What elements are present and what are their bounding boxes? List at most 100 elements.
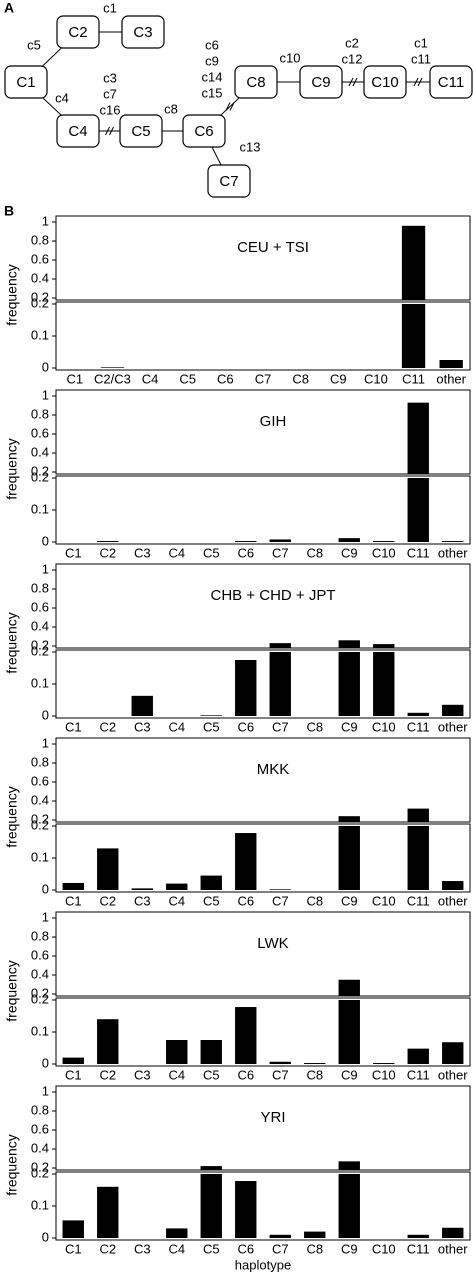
x-tick-label: C8 <box>306 545 323 560</box>
y-tick-label: 0.2 <box>31 295 49 310</box>
x-tick-label: C1 <box>65 893 82 908</box>
y-tick-label: 0.6 <box>31 1121 49 1136</box>
y-tick-label: 0 <box>42 1229 49 1244</box>
y-tick-label: 0.2 <box>31 985 49 1000</box>
y-tick-label: 0.2 <box>31 463 49 478</box>
bar <box>62 1220 84 1238</box>
bar <box>269 539 291 542</box>
x-tick-label: C9 <box>341 1067 358 1082</box>
node <box>182 114 226 148</box>
bar <box>269 1061 291 1064</box>
x-tick-label: C10 <box>364 371 388 386</box>
edge-label: c7 <box>103 86 117 101</box>
y-tick-label: 0 <box>42 533 49 548</box>
edge-label: c12 <box>342 51 363 66</box>
node-label: C1 <box>16 74 35 91</box>
node <box>121 15 165 49</box>
bar <box>373 1063 395 1064</box>
bar <box>269 889 291 890</box>
bar <box>166 883 188 890</box>
bar <box>166 1040 188 1064</box>
y-tick-label: 0.1 <box>31 1023 49 1038</box>
y-tick-label: 0.8 <box>31 580 49 595</box>
y-tick-label: 0.1 <box>31 1197 49 1212</box>
x-tick-label: C6 <box>237 719 254 734</box>
x-tick-label: C1 <box>67 371 84 386</box>
bar <box>166 1228 188 1238</box>
node <box>119 114 163 148</box>
edge-label: c4 <box>55 90 69 105</box>
bar <box>338 1000 360 1064</box>
bar-upper <box>338 1161 360 1170</box>
x-tick-label: C5 <box>203 893 220 908</box>
x-tick-label: C1 <box>65 1067 82 1082</box>
bar <box>200 875 222 890</box>
x-tick-label: C10 <box>372 893 396 908</box>
chart: 0 0.1 0.20.2 0.4 0.6 0.8 1 frequency CEU + TSI C1… <box>4 213 471 386</box>
y-tick-label: 0.2 <box>31 991 49 1006</box>
bar-upper <box>373 644 395 648</box>
bar <box>442 541 464 542</box>
x-tick-label: C8 <box>292 371 309 386</box>
x-tick-label: C2 <box>99 719 116 734</box>
y-tick-label: 0.6 <box>31 947 49 962</box>
node <box>4 65 48 99</box>
bar <box>442 1227 464 1238</box>
bar <box>100 367 125 368</box>
node <box>429 65 473 99</box>
x-tick-label: C6 <box>237 893 254 908</box>
x-axis-label: haplotype <box>235 1257 291 1272</box>
node-label: C6 <box>194 123 213 140</box>
bar <box>442 881 464 890</box>
edge-label: c16 <box>100 102 121 117</box>
bar-upper <box>269 643 291 648</box>
y-tick-label: 0.4 <box>31 270 49 285</box>
node-label: C7 <box>219 173 238 190</box>
bar <box>97 1186 119 1238</box>
node-label: C5 <box>131 123 150 140</box>
panel-label: A <box>4 0 14 16</box>
bar <box>62 882 84 890</box>
bar <box>338 1174 360 1238</box>
chart: 0 0.1 0.20.2 0.4 0.6 0.8 1 frequency YRI C1 C2 C3 C4… <box>4 1083 471 1272</box>
y-axis-label: frequency <box>4 612 20 673</box>
x-tick-label: C1 <box>65 545 82 560</box>
y-tick-label: 0.2 <box>31 289 49 304</box>
x-tick-label: C5 <box>203 1067 220 1082</box>
bar <box>407 1048 429 1064</box>
y-tick-label: 0.1 <box>31 501 49 516</box>
node <box>363 65 407 99</box>
x-tick-label: C8 <box>306 1067 323 1082</box>
bar-upper <box>407 808 429 822</box>
bar <box>131 695 153 716</box>
chart-title: GIH <box>260 413 287 430</box>
bar <box>235 660 257 716</box>
bar <box>131 888 153 890</box>
bar-upper <box>338 979 360 996</box>
bar <box>200 1040 222 1064</box>
y-tick-label: 0 <box>42 881 49 896</box>
node <box>56 15 100 49</box>
y-axis-label: frequency <box>4 1134 20 1195</box>
plot-frame <box>55 649 471 719</box>
node-label: C9 <box>311 74 330 91</box>
node-label: C4 <box>68 123 87 140</box>
x-tick-label: C8 <box>306 1241 323 1256</box>
y-tick-label: 0.4 <box>31 1140 49 1155</box>
x-tick-label: other <box>438 1067 468 1082</box>
edge-label: c1 <box>414 35 428 50</box>
x-tick-label: C9 <box>341 719 358 734</box>
node <box>299 65 343 99</box>
x-tick-label: C9 <box>341 1241 358 1256</box>
bar-upper <box>338 816 360 822</box>
x-tick-label: C1 <box>65 719 82 734</box>
y-tick-label: 1 <box>42 387 49 402</box>
bar <box>304 1231 326 1238</box>
y-tick-label: 0.1 <box>31 675 49 690</box>
y-tick-label: 0.6 <box>31 773 49 788</box>
x-tick-label: C4 <box>168 1067 185 1082</box>
x-tick-label: C7 <box>272 1067 289 1082</box>
bar <box>62 1057 84 1064</box>
x-tick-label: C10 <box>372 719 396 734</box>
x-tick-label: C2 <box>99 1067 116 1082</box>
